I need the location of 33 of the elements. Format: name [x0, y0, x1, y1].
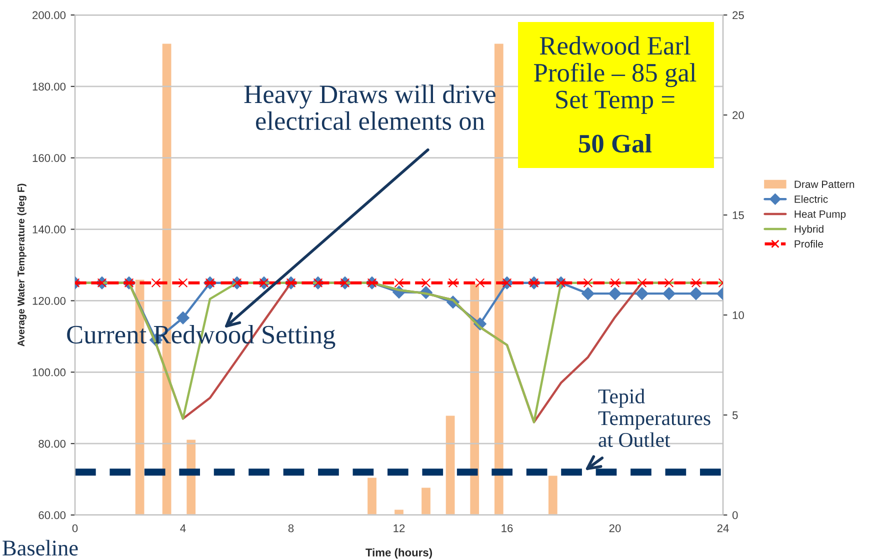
y2-tick-label: 0	[732, 511, 738, 520]
x-tick-label: 8	[288, 524, 294, 532]
y-tick-label: 160.00	[32, 154, 66, 162]
y-tick-label: 120.00	[32, 296, 66, 305]
legend-label: Profile	[794, 240, 824, 248]
annotation: Tepid Temperatures at Outlet	[598, 388, 710, 447]
legend-label: Draw Pattern	[794, 180, 854, 188]
annotation: Redwood Earl Profile – 85 gal Set Temp =	[534, 36, 696, 114]
x-tick-label: 20	[609, 524, 621, 532]
x-tick-label: 0	[72, 524, 78, 532]
legend-label: Heat Pump	[794, 210, 846, 220]
annotation: 50 Gal	[579, 134, 652, 153]
y-tick-label: 60.00	[38, 511, 66, 520]
x-tick-label: 4	[180, 524, 186, 532]
y2-tick-label: 5	[732, 411, 738, 420]
x-axis-title: Time (hours)	[366, 548, 432, 559]
x-tick-label: 16	[502, 524, 513, 532]
y2-tick-label: 20	[732, 111, 744, 120]
annotation: Heavy Draws will drive electrical elements on	[244, 84, 496, 130]
y-tick-label: 200.00	[32, 11, 66, 20]
y-tick-label: 100.00	[32, 368, 66, 376]
y2-tick-label: 15	[732, 211, 744, 220]
y2-tick-label: 25	[732, 11, 744, 20]
legend-label: Electric	[794, 195, 828, 203]
legend-label: Hybrid	[794, 225, 824, 235]
x-tick-label: 24	[717, 524, 729, 532]
x-tick-label: 12	[394, 524, 405, 532]
y-axis-title: Average Water Temperature (deg F)	[17, 184, 26, 346]
y-tick-label: 180.00	[32, 82, 66, 91]
text: Baseline	[2, 540, 78, 556]
y-tick-label: 80.00	[38, 440, 66, 448]
y2-tick-label: 10	[732, 311, 744, 320]
y-tick-label: 140.00	[32, 226, 66, 234]
